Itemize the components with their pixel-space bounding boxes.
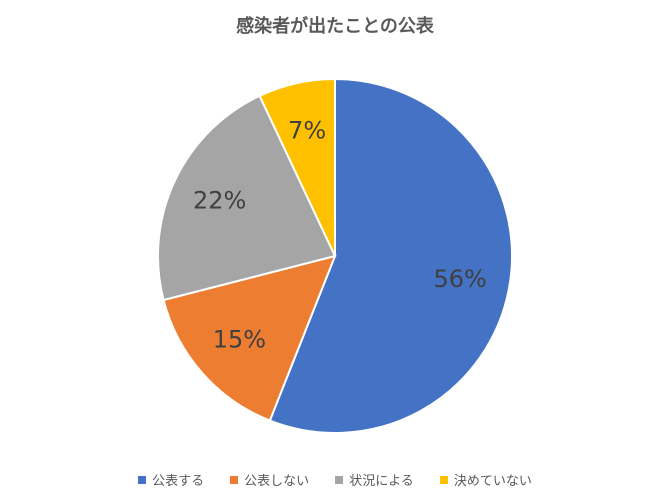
pie-slices (157, 77, 513, 434)
pie-data-labels: 56% 15% 22% 7% (193, 117, 487, 354)
legend-label: 公表する (152, 474, 205, 489)
data-label-4: 7% (288, 117, 326, 145)
legend-swatch (230, 475, 239, 484)
legend-label: 決めていない (453, 474, 532, 489)
pie-chart: 56% 15% 22% 7% (157, 77, 513, 434)
legend-swatch (335, 475, 344, 484)
pie-slice-4 (258, 77, 336, 257)
data-label-1: 56% (434, 265, 487, 293)
legend-label: 公表しない (244, 474, 310, 489)
legend-swatch (439, 475, 448, 484)
chart-legend: 公表する 公表しない 状況による 決めていない (0, 470, 670, 489)
legend-label: 状況による (349, 474, 414, 489)
legend-item-3: 状況による (335, 470, 414, 489)
legend-item-1: 公表する (138, 470, 204, 489)
pie-slice-1 (268, 77, 513, 434)
chart-title: 感染者が出たことの公表 (236, 16, 434, 37)
data-label-2: 15% (213, 325, 266, 353)
data-label-3: 22% (193, 187, 246, 215)
pie-slice-2 (162, 254, 337, 422)
legend-item-2: 公表しない (230, 470, 309, 489)
legend-item-4: 決めていない (439, 470, 532, 489)
pie-slice-3 (157, 94, 337, 302)
legend-swatch (138, 475, 147, 484)
